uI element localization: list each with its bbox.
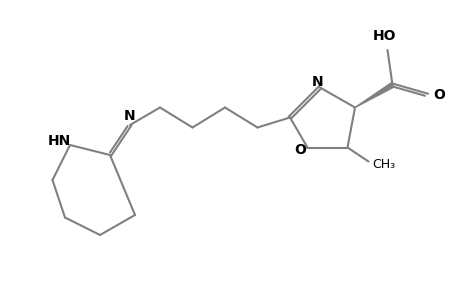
Text: N: N [124, 109, 135, 123]
Polygon shape [354, 83, 393, 107]
Text: N: N [312, 74, 323, 88]
Text: O: O [294, 142, 306, 157]
Text: HN: HN [47, 134, 71, 148]
Text: HO: HO [372, 29, 396, 43]
Text: O: O [432, 88, 444, 102]
Text: CH₃: CH₃ [372, 158, 395, 171]
